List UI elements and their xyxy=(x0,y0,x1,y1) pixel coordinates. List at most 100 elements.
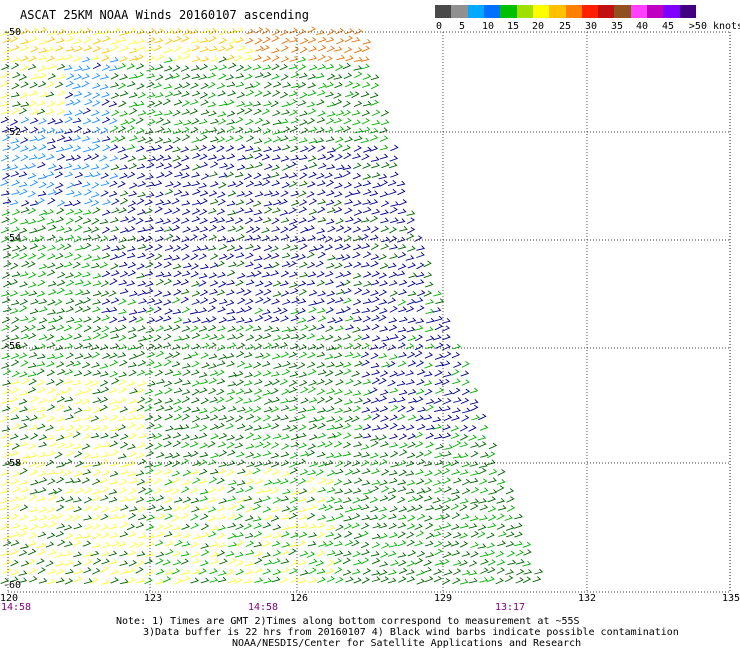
wind-barb xyxy=(407,360,417,367)
wind-barb xyxy=(181,100,190,107)
wind-barb xyxy=(91,200,100,207)
wind-barb xyxy=(280,351,290,358)
wind-barb xyxy=(182,119,192,126)
wind-barb xyxy=(119,153,129,160)
wind-barb xyxy=(281,541,291,548)
wind-barb xyxy=(227,577,237,584)
wind-barb xyxy=(388,513,397,520)
wind-barb xyxy=(145,192,155,198)
wind-barb xyxy=(164,405,174,412)
wind-barb xyxy=(342,62,351,70)
wind-barb xyxy=(174,378,183,385)
wind-barb xyxy=(126,280,136,287)
wind-barb xyxy=(209,396,219,403)
wind-barb xyxy=(128,190,138,197)
wind-barb xyxy=(181,541,191,547)
wind-barb xyxy=(362,378,372,385)
wind-barb xyxy=(65,487,74,495)
wind-barb xyxy=(234,513,243,521)
wind-barb xyxy=(405,233,415,240)
wind-barb xyxy=(2,559,12,565)
wind-barb xyxy=(171,235,181,242)
wind-barb xyxy=(390,201,400,207)
wind-barb xyxy=(254,478,264,485)
wind-barb xyxy=(344,136,354,143)
wind-barb xyxy=(182,496,192,503)
wind-barb xyxy=(163,47,173,54)
wind-barb xyxy=(66,316,75,323)
wind-barb xyxy=(199,504,208,511)
wind-barb xyxy=(291,82,301,89)
wind-barb xyxy=(29,236,39,243)
wind-barb xyxy=(271,164,280,171)
wind-barb xyxy=(280,135,289,142)
wind-barb xyxy=(28,281,37,288)
wind-barb xyxy=(145,281,154,287)
wind-barb xyxy=(272,291,282,297)
wind-barb xyxy=(56,496,65,503)
wind-barb xyxy=(441,505,451,512)
wind-barb xyxy=(55,45,64,52)
wind-barb xyxy=(270,452,280,459)
wind-barb xyxy=(297,307,306,315)
wind-barb xyxy=(153,468,163,476)
wind-barb xyxy=(297,540,306,547)
wind-barb xyxy=(470,551,479,558)
wind-barb xyxy=(65,414,74,420)
wind-barb xyxy=(91,182,100,189)
wind-barb xyxy=(55,324,65,331)
wind-barb xyxy=(361,480,371,486)
wind-barb xyxy=(29,576,38,583)
wind-barb xyxy=(371,541,381,549)
wind-barb xyxy=(487,566,496,574)
wind-barb xyxy=(74,568,83,575)
wind-barb xyxy=(180,243,190,251)
wind-barb xyxy=(290,441,300,448)
wind-barb xyxy=(380,110,390,117)
wind-barb xyxy=(381,542,390,549)
wind-barb xyxy=(317,36,327,43)
wind-barb xyxy=(128,369,137,377)
wind-barb xyxy=(281,326,291,333)
wind-barb xyxy=(335,218,344,225)
wind-barb xyxy=(83,242,92,250)
wind-barb xyxy=(12,486,21,493)
wind-barb xyxy=(479,424,489,431)
wind-barb xyxy=(145,569,154,576)
wind-barb xyxy=(18,577,28,584)
wind-barb xyxy=(108,488,118,495)
wind-barb xyxy=(127,549,136,556)
wind-barb xyxy=(173,270,182,278)
wind-barb xyxy=(478,467,487,475)
wind-barb xyxy=(228,557,237,565)
wind-barb xyxy=(371,323,380,331)
wind-barb xyxy=(369,145,379,152)
wind-barb xyxy=(396,380,406,387)
wind-barb xyxy=(290,287,299,295)
wind-barb xyxy=(272,478,282,485)
wind-barb xyxy=(415,469,424,475)
wind-barb xyxy=(10,138,20,144)
wind-barb xyxy=(271,576,281,583)
wind-barb xyxy=(73,253,82,261)
wind-barb xyxy=(326,405,335,413)
wind-barb xyxy=(38,434,48,441)
wind-barb xyxy=(308,567,317,575)
wind-barb xyxy=(47,127,56,134)
wind-barb xyxy=(199,378,209,385)
wind-barb xyxy=(353,559,362,566)
wind-barb xyxy=(343,368,352,376)
wind-barb xyxy=(11,44,20,51)
wind-barb xyxy=(245,279,255,286)
wind-barb xyxy=(254,90,263,97)
wind-barb xyxy=(327,433,337,439)
wind-barb xyxy=(388,550,397,557)
wind-barb xyxy=(118,324,127,332)
wind-barb xyxy=(46,218,56,225)
wind-barb xyxy=(218,100,228,107)
wind-barb xyxy=(156,172,165,179)
wind-barb xyxy=(432,479,442,486)
wind-barb xyxy=(399,225,408,232)
wind-barb xyxy=(414,334,423,342)
wind-barb xyxy=(29,515,38,522)
